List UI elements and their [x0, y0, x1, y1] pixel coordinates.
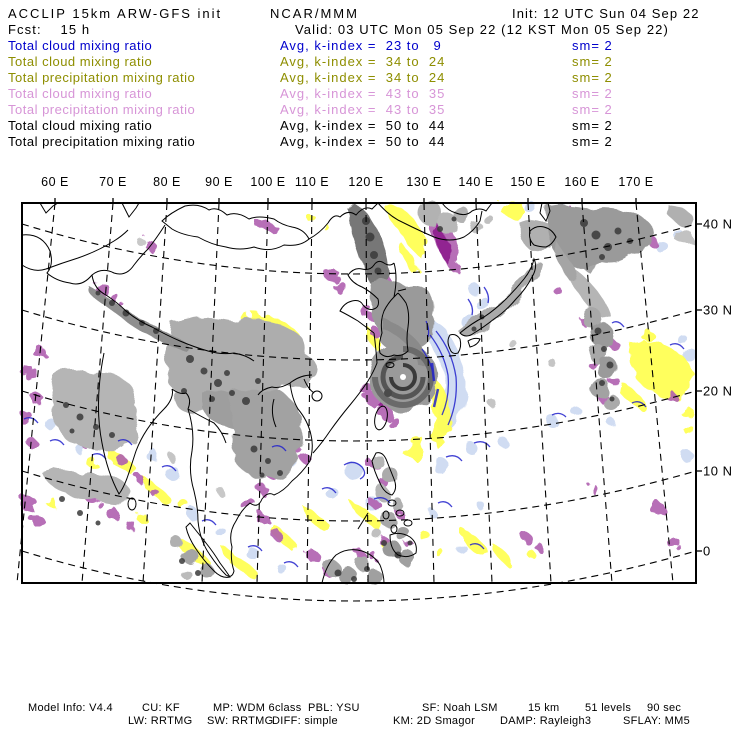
lat-tick-label: 10 N [703, 463, 733, 479]
smoothing-value: sm= 2 [572, 134, 613, 149]
k-index-range: Avg, k-index = 50 to 44 [280, 118, 446, 133]
lon-tick-label: 160 E [564, 175, 600, 189]
lon-tick-label: 150 E [510, 175, 546, 189]
map-frame [21, 202, 697, 584]
init-time-label: Init: 12 UTC Sun 04 Sep 22 [512, 6, 700, 21]
lon-tick-label: 120 E [348, 175, 384, 189]
diff-scheme: DIFF: simple [272, 715, 338, 727]
k-index-range: Avg, k-index = 43 to 35 [280, 102, 446, 117]
field-label: Total cloud mixing ratio [8, 118, 153, 133]
lat-tick-label: 0 [703, 543, 711, 559]
page-title: ACCLIP 15km ARW-GFS init [8, 6, 223, 21]
smoothing-value: sm= 2 [572, 54, 613, 69]
pbl-scheme: PBL: YSU [308, 702, 360, 714]
field-label: Total precipitation mixing ratio [8, 70, 196, 85]
sf-scheme: SF: Noah LSM [422, 702, 498, 714]
time-step: 90 sec [647, 702, 682, 714]
map-panel [16, 198, 702, 602]
lon-tick-label: 170 E [618, 175, 654, 189]
lon-tick-label: 90 E [205, 175, 233, 189]
legend-row: Total precipitation mixing ratio Avg, k-… [0, 134, 740, 150]
lat-tick-label: 40 N [703, 216, 733, 232]
forecast-hour-label: Fcst: 15 h [8, 22, 91, 37]
field-label: Total precipitation mixing ratio [8, 134, 196, 149]
sw-scheme: SW: RRTMG [207, 715, 274, 727]
org-label: NCAR/MMM [270, 6, 359, 21]
lat-tick-label: 20 N [703, 383, 733, 399]
sflay-scheme: SFLAY: MM5 [623, 715, 690, 727]
dark-cloud-speckles [59, 216, 633, 582]
field-label: Total cloud mixing ratio [8, 54, 153, 69]
field-label: Total precipitation mixing ratio [8, 102, 196, 117]
lat-tick-label: 30 N [703, 302, 733, 318]
mp-scheme: MP: WDM 6class [213, 702, 302, 714]
legend-row: Total cloud mixing ratio Avg, k-index = … [0, 54, 740, 70]
blue-contour-lines [23, 286, 685, 568]
legend-row: Total precipitation mixing ratio Avg, k-… [0, 70, 740, 86]
graticule-grid [16, 202, 697, 602]
lon-tick-label: 100 E [250, 175, 286, 189]
valid-time-label: Valid: 03 UTC Mon 05 Sep 22 (12 KST Mon … [295, 22, 669, 37]
map-plot [16, 198, 702, 602]
damp-scheme: DAMP: Rayleigh3 [500, 715, 592, 727]
k-index-range: Avg, k-index = 23 to 9 [280, 38, 442, 53]
smoothing-value: sm= 2 [572, 86, 613, 101]
typhoon-spiral [369, 318, 437, 411]
cu-scheme: CU: KF [142, 702, 180, 714]
level-count: 51 levels [585, 702, 632, 714]
km-scheme: KM: 2D Smagor [393, 715, 476, 727]
lon-tick-label: 70 E [99, 175, 127, 189]
smoothing-value: sm= 2 [572, 118, 613, 133]
lon-tick-label: 80 E [153, 175, 181, 189]
smoothing-value: sm= 2 [572, 38, 613, 53]
legend-row: Total precipitation mixing ratio Avg, k-… [0, 102, 740, 118]
legend-row: Total cloud mixing ratio Avg, k-index = … [0, 38, 740, 54]
k-index-range: Avg, k-index = 50 to 44 [280, 134, 446, 149]
legend-row: Total cloud mixing ratio Avg, k-index = … [0, 118, 740, 134]
k-index-range: Avg, k-index = 34 to 24 [280, 54, 446, 69]
lon-tick-label: 60 E [41, 175, 69, 189]
lon-tick-label: 140 E [458, 175, 494, 189]
lon-tick-label: 110 E [294, 175, 330, 189]
field-label: Total cloud mixing ratio [8, 38, 153, 53]
legend-row: Total cloud mixing ratio Avg, k-index = … [0, 86, 740, 102]
coastlines [21, 202, 557, 584]
smoothing-value: sm= 2 [572, 70, 613, 85]
lw-scheme: LW: RRTMG [128, 715, 193, 727]
model-info: Model Info: V4.4 [28, 702, 113, 714]
field-label: Total cloud mixing ratio [8, 86, 153, 101]
smoothing-value: sm= 2 [572, 102, 613, 117]
grid-spacing: 15 km [528, 702, 560, 714]
k-index-range: Avg, k-index = 34 to 24 [280, 70, 446, 85]
k-index-range: Avg, k-index = 43 to 35 [280, 86, 446, 101]
lon-tick-label: 130 E [406, 175, 442, 189]
